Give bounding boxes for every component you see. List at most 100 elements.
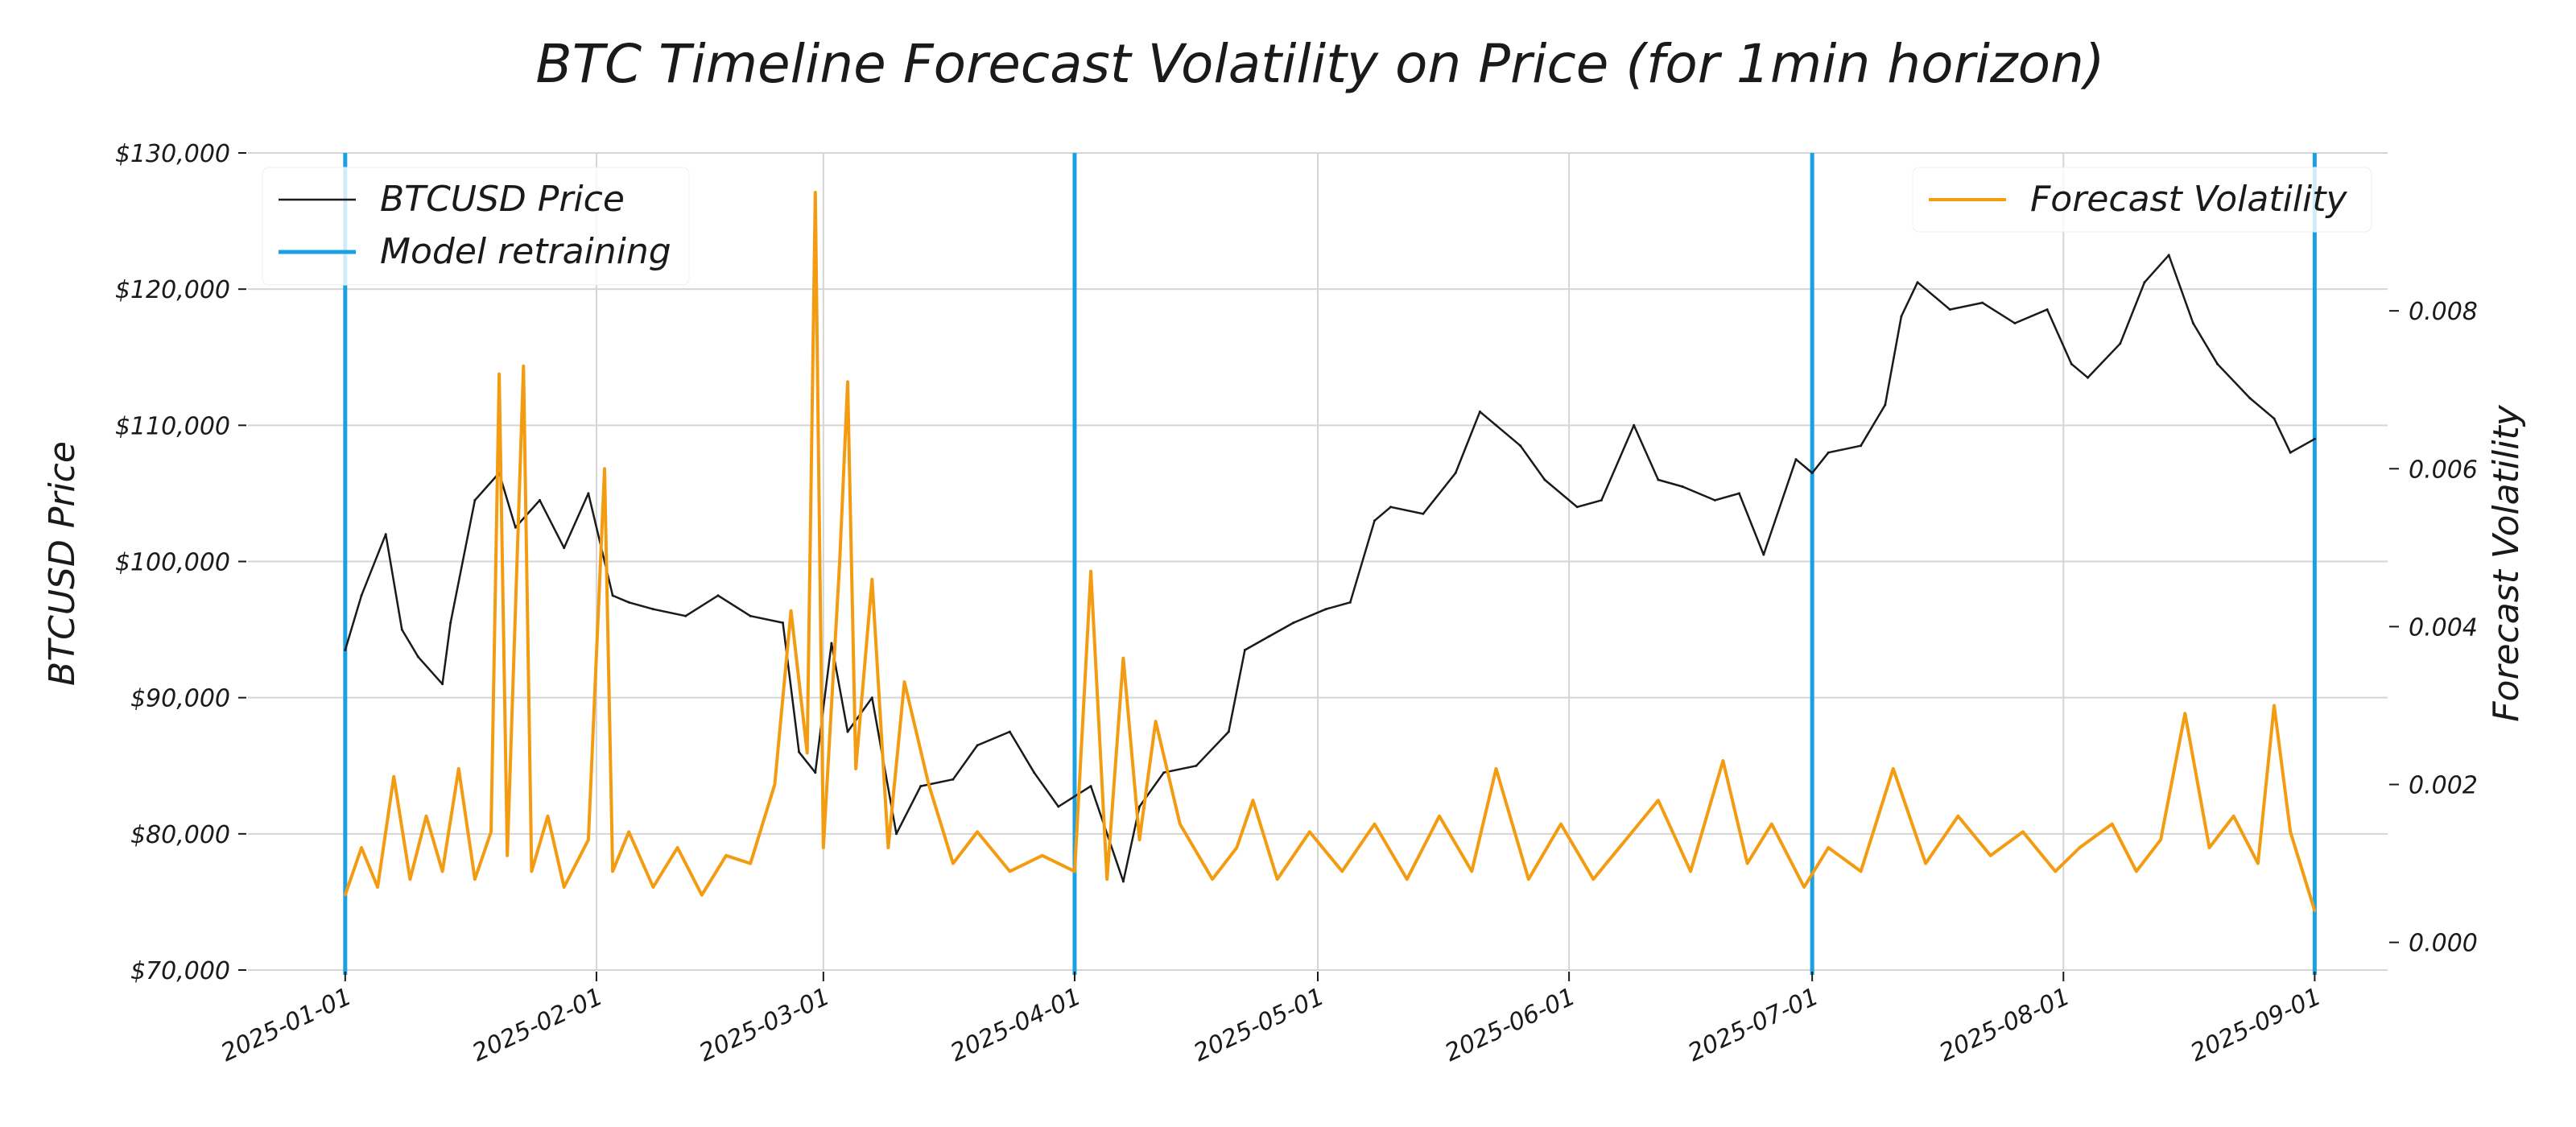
volatility-point-6 <box>441 869 444 873</box>
price-point-38 <box>1243 649 1246 651</box>
y-tick-label-4: $110,000 <box>115 412 230 440</box>
price-point-37 <box>1227 730 1230 733</box>
price-point-46 <box>1454 472 1457 474</box>
volatility-point-13 <box>530 869 533 873</box>
legend-retraining-label: Model retraining <box>380 231 671 272</box>
legend-price-label: BTCUSD Price <box>380 179 625 220</box>
price-point-2 <box>384 533 387 536</box>
price-point-35 <box>1162 771 1166 774</box>
volatility-point-75 <box>2021 830 2025 833</box>
volatility-point-33 <box>870 578 873 581</box>
price-point-53 <box>1633 423 1636 427</box>
price-point-59 <box>1794 458 1798 461</box>
volatility-point-32 <box>854 767 857 770</box>
legend-top-right: Forecast Volatility <box>1912 167 2372 233</box>
volatility-point-54 <box>1373 823 1376 826</box>
x-tick-label-0: 2025-01-01 <box>217 983 356 1067</box>
volatility-line <box>343 191 2317 911</box>
y-tick-label-3: $100,000 <box>115 549 230 577</box>
retraining-lines <box>343 153 2317 975</box>
price-point-60 <box>1810 472 1814 474</box>
price-point-55 <box>1681 485 1684 488</box>
volatility-point-3 <box>392 775 395 778</box>
legend-volatility-label: Forecast Volatility <box>2030 179 2348 220</box>
volatility-point-18 <box>611 869 614 873</box>
price-point-67 <box>1981 301 1984 304</box>
price-point-7 <box>473 498 477 502</box>
volatility-point-86 <box>2289 830 2292 833</box>
volatility-point-41 <box>1073 869 1076 873</box>
volatility-point-8 <box>473 877 477 881</box>
price-point-6 <box>449 621 452 625</box>
volatility-point-83 <box>2232 815 2235 818</box>
price-point-72 <box>2119 342 2122 345</box>
volatility-point-11 <box>506 854 509 857</box>
price-point-13 <box>611 594 614 597</box>
price-point-31 <box>1057 805 1060 808</box>
price-point-80 <box>2313 437 2316 440</box>
volatility-point-20 <box>651 886 654 889</box>
volatility-point-74 <box>1989 854 1992 857</box>
price-point-10 <box>539 498 541 502</box>
price-point-56 <box>1713 498 1716 502</box>
volatility-point-65 <box>1721 759 1724 762</box>
price-point-18 <box>749 614 752 617</box>
price-point-12 <box>587 492 590 495</box>
price-point-73 <box>2143 281 2146 284</box>
price-point-76 <box>2216 362 2219 365</box>
volatility-point-67 <box>1770 823 1773 826</box>
price-point-33 <box>1121 880 1125 883</box>
volatility-point-21 <box>676 846 679 849</box>
price-point-47 <box>1478 410 1481 413</box>
volatility-point-44 <box>1121 657 1125 660</box>
price-point-34 <box>1138 805 1141 808</box>
chart-title: BTC Timeline Forecast Volatility on Pric… <box>535 33 2104 95</box>
volatility-point-76 <box>2054 869 2057 873</box>
volatility-point-14 <box>547 815 549 818</box>
volatility-point-69 <box>1827 846 1830 849</box>
price-point-0 <box>344 649 347 651</box>
price-point-19 <box>782 621 784 625</box>
price-point-24 <box>870 696 873 700</box>
volatility-point-15 <box>563 886 566 889</box>
volatility-point-52 <box>1308 830 1311 833</box>
price-point-51 <box>1575 506 1579 509</box>
volatility-point-61 <box>1591 877 1595 881</box>
volatility-point-51 <box>1276 877 1279 881</box>
y2-tick-label-2: 0.004 <box>2409 613 2478 642</box>
y-tick-label-2: $90,000 <box>130 685 230 713</box>
price-point-5 <box>441 683 444 686</box>
volatility-point-42 <box>1089 570 1092 573</box>
volatility-point-0 <box>344 894 347 897</box>
price-point-54 <box>1657 478 1660 481</box>
volatility-point-34 <box>886 846 890 849</box>
price-point-27 <box>952 778 955 781</box>
price-point-43 <box>1373 519 1376 522</box>
volatility-point-24 <box>749 862 752 865</box>
price-point-30 <box>1033 771 1036 774</box>
volatility-point-58 <box>1495 767 1497 770</box>
price-point-65 <box>1916 281 1919 284</box>
price-point-68 <box>2013 322 2017 324</box>
volatility-point-28 <box>814 191 817 194</box>
volatility-point-70 <box>1860 869 1863 873</box>
volatility-point-73 <box>1956 815 1959 818</box>
y2-tick-label-3: 0.006 <box>2409 456 2478 484</box>
y-tick-label-0: $70,000 <box>130 957 230 985</box>
volatility-point-63 <box>1657 799 1660 802</box>
volatility-point-12 <box>522 365 525 368</box>
volatility-point-71 <box>1892 767 1895 770</box>
volatility-point-55 <box>1406 877 1409 881</box>
x-tick-label-3: 2025-04-01 <box>947 983 1086 1067</box>
price-point-40 <box>1292 621 1295 625</box>
price-point-3 <box>400 628 403 631</box>
price-point-49 <box>1519 444 1522 448</box>
x-tick-label-2: 2025-03-01 <box>695 983 834 1067</box>
volatility-point-25 <box>773 783 776 786</box>
volatility-point-2 <box>376 886 379 889</box>
volatility-point-43 <box>1105 877 1108 881</box>
price-point-32 <box>1089 785 1092 788</box>
volatility-point-82 <box>2208 846 2211 849</box>
price-point-79 <box>2289 451 2292 454</box>
price-point-45 <box>1422 512 1425 515</box>
